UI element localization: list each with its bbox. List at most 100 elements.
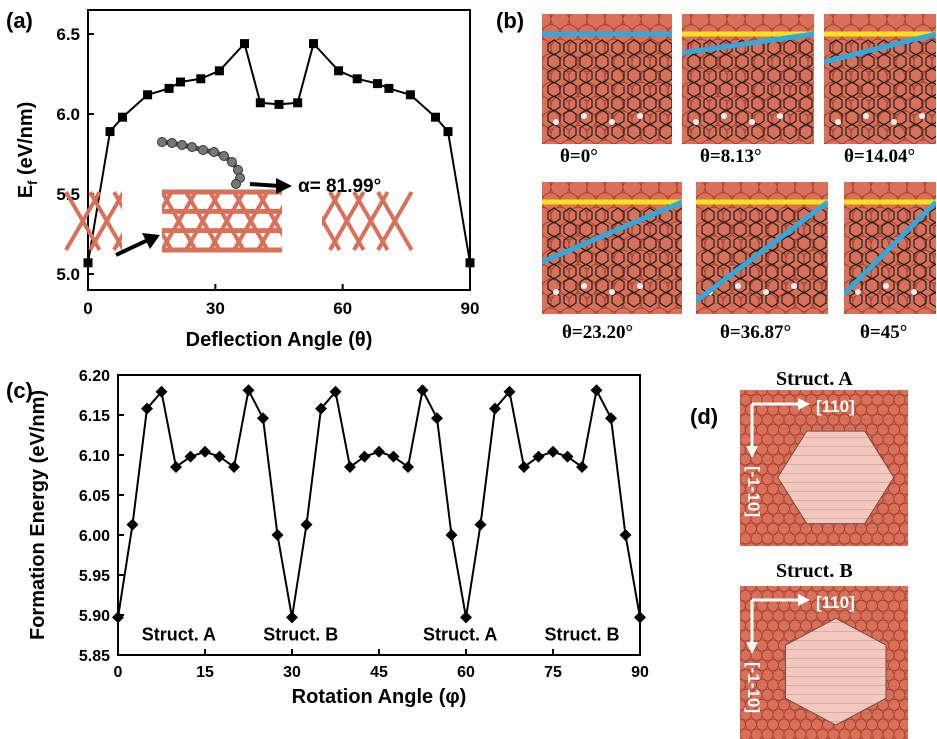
hex-ring [765,263,779,280]
hex-ring [913,221,927,238]
hex-ring [781,263,795,280]
hex-ring [579,249,593,266]
cu-atom [637,14,645,15]
cu-atom [718,139,736,144]
theta-caption-5: θ=36.87° [720,322,792,343]
cu-atom [649,307,669,314]
cu-atom [664,0,682,14]
cu-atom [904,669,908,681]
hex-ring [611,263,625,280]
hex-ring [735,67,749,84]
hex-ring [627,263,641,280]
cu-atom [741,14,749,15]
cu-atom [844,227,845,234]
hex-ring [687,95,701,112]
data-point-c-11 [271,529,284,541]
hex-ring [865,235,879,252]
cu-atom [833,522,845,535]
hex-ring [659,109,672,126]
cu-atom [783,532,796,545]
cu-atom [829,14,837,15]
dir-label-h: [110] [816,593,855,612]
hex-ring [881,291,895,308]
cu-atom [842,139,860,144]
cu-atom [559,307,579,314]
cu-atom [772,728,785,739]
inset-structure: α= 81.99° [64,137,414,257]
hex-ring [643,39,657,56]
data-point-c-26 [489,402,501,415]
cu-atom [904,473,908,485]
cu-atom [687,14,695,15]
hex-ring [751,67,765,84]
hex-ring [733,235,747,252]
hex-ring [783,53,797,70]
hex-ring [703,81,717,98]
cu-atom [578,139,596,144]
hex-ring [703,95,717,112]
cu-atom [759,14,767,15]
x-tick-label-c-3: 45 [370,664,388,681]
cu-atom [824,139,842,144]
cu-atom [893,669,906,682]
cu-atom [767,639,779,652]
hex-ring [643,235,657,252]
hex-ring [701,235,715,252]
cu-atom [705,14,713,15]
h-atom [883,283,889,289]
cu-atom [740,390,746,396]
y-tick-label-a-3: 6.5 [56,25,80,44]
cu-atom [899,463,908,476]
edge-direction-line [696,200,828,304]
cu-atom [882,589,895,602]
cu-atom [844,307,863,314]
hex-ring [929,235,936,252]
hex-ring [627,123,641,140]
cu-atom [860,413,873,426]
hex-ring [643,221,657,238]
cu-atom [756,718,768,731]
hex-ring [611,249,625,266]
cu-atom [745,522,757,535]
cu-atom [756,542,768,546]
cu-atom [772,413,785,426]
hex-ring [799,53,813,70]
hex-ring [547,95,561,112]
cu-atom [816,728,829,739]
cu-atom [882,609,895,622]
cu-atom [542,139,560,144]
hex-ring [925,67,936,84]
hex-ring [893,67,907,84]
cu-atom [904,590,908,602]
cu-atom [542,198,543,205]
cu-atom [767,463,779,476]
hex-ring [783,39,797,56]
edge-direction-line [542,199,682,265]
series-line-c [117,387,641,618]
cu-atom [740,522,746,535]
cu-atom [767,718,779,731]
molecule-atom [219,151,229,161]
hex-ring [595,277,609,294]
molecule-atom [187,142,197,152]
cu-atom [877,599,889,612]
edge-direction-line [824,31,936,65]
cu-atom [767,390,779,396]
h-atom [609,289,615,295]
cu-atom [789,619,801,632]
cu-atom [844,198,845,205]
cu-atom [740,728,752,739]
cu-atom [577,307,597,314]
x-axis-label-a: Deflection Angle (θ) [186,329,373,351]
hex-ring [849,207,863,224]
cu-atom [833,390,845,396]
y-tick-label-a-0: 5.0 [56,265,80,284]
cu-atom [844,542,856,546]
h-atom [863,113,869,119]
hex-ring [783,123,797,140]
cu-atom [756,403,768,416]
hex-ring [717,207,731,224]
inset-mask-left [122,188,162,256]
hex-ring [703,109,717,126]
cu-atom [778,443,790,456]
